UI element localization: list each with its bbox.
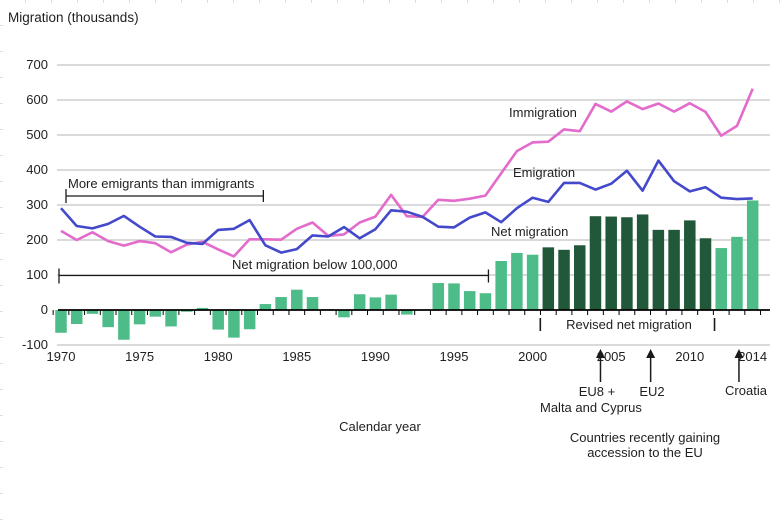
y-tick-label: 700 (26, 57, 48, 72)
x-tick-label: 1985 (282, 349, 312, 364)
x-tick-label: 1980 (203, 349, 233, 364)
net-migration-bar (448, 283, 460, 310)
net-migration-bar (652, 229, 665, 310)
spreadsheet-gridline-stubs-left (0, 0, 3, 520)
x-tick-label: 2005 (596, 349, 626, 364)
net-migration-bar (479, 293, 492, 310)
x-tick-label: 2014 (738, 349, 768, 364)
net-migration-bar (589, 216, 602, 310)
annotation-eu8-line1: EU8 + (578, 384, 616, 399)
net-migration-bar (511, 252, 523, 310)
net-migration-bar (353, 294, 366, 310)
net-migration-bar (621, 217, 633, 310)
net-migration-bar (636, 214, 649, 310)
net-migration-bar (684, 220, 696, 310)
x-axis-title: Calendar year (339, 419, 421, 434)
net-migration-bar (102, 310, 114, 328)
annotation-eu8-line2: Malta and Cyprus (540, 400, 642, 415)
net-migration-bar (605, 216, 617, 310)
net-migration-bar (715, 248, 727, 310)
net-migration-bar (133, 310, 146, 325)
y-tick-label: 200 (26, 232, 48, 247)
net-migration-bar (369, 297, 382, 310)
net-migration-bar (574, 245, 586, 310)
accession-arrow-head (734, 349, 744, 358)
x-tick-label: 1970 (46, 349, 76, 364)
net-migration-bar (55, 310, 67, 333)
net-migration-bar (86, 310, 99, 314)
net-migration-bar (668, 229, 680, 310)
accession-arrow-head (646, 349, 656, 358)
spreadsheet-gridline-stubs-top (0, 0, 781, 3)
emigration-series-label: Emigration (513, 165, 576, 180)
net-migration-bar (385, 294, 397, 310)
net-migration-bar (495, 261, 507, 310)
x-tick-label: 1995 (439, 349, 469, 364)
net-migration-bar (699, 238, 712, 310)
net-migration-bar (212, 310, 224, 330)
y-tick-label: 0 (40, 302, 48, 317)
y-tick-label: 600 (26, 92, 48, 107)
net-migration-bar (196, 307, 209, 310)
net-migration-bar (432, 283, 445, 310)
net-migration-bar (463, 291, 476, 310)
annotation-accession-line2: accession to the EU (587, 445, 703, 460)
emigration-line (60, 159, 753, 254)
net-migration-bar (558, 249, 570, 310)
net-migration-bar (746, 200, 759, 310)
x-tick-label: 2010 (675, 349, 705, 364)
chart-title: Migration (thousands) (8, 10, 139, 25)
net-migration-bar (401, 310, 413, 315)
x-tick-label: 1990 (360, 349, 390, 364)
y-tick-label: 300 (26, 197, 48, 212)
net-migration-bar (275, 297, 287, 310)
net-migration-bar (542, 247, 555, 310)
net-migration-bar (526, 254, 539, 310)
accession-arrow-head (595, 349, 605, 358)
net-migration-bar (259, 304, 272, 310)
net-migration-bar (291, 289, 303, 310)
net-migration-bar (228, 310, 240, 338)
x-tick-label: 1975 (125, 349, 155, 364)
annotation-eu2: EU2 (639, 384, 665, 399)
net-migration-bar (70, 310, 83, 324)
annotation-accession-line1: Countries recently gaining (569, 430, 721, 445)
net-migration-bar (731, 236, 743, 310)
annotation-revised-net-migration: Revised net migration (566, 317, 692, 332)
net-migration-bar (118, 310, 130, 340)
net-migration-bar (165, 310, 177, 327)
immigration-line (60, 88, 754, 258)
y-tick-label: 500 (26, 127, 48, 142)
y-tick-label: 100 (26, 267, 48, 282)
y-tick-label: 400 (26, 162, 48, 177)
x-tick-label: 2000 (518, 349, 548, 364)
net-migration-bar (243, 310, 256, 330)
net-migration-bar (306, 297, 319, 310)
net-migration-bar (338, 310, 350, 318)
immigration-series-label: Immigration (509, 105, 577, 120)
net-migration-series-label: Net migration (491, 224, 569, 239)
net-migration-bar (149, 310, 162, 317)
annotation-more-emigrants: More emigrants than immigrants (68, 176, 255, 191)
annotation-net-below-100k: Net migration below 100,000 (232, 257, 398, 272)
y-tick-label: -100 (21, 337, 48, 352)
annotation-croatia: Croatia (725, 383, 767, 398)
